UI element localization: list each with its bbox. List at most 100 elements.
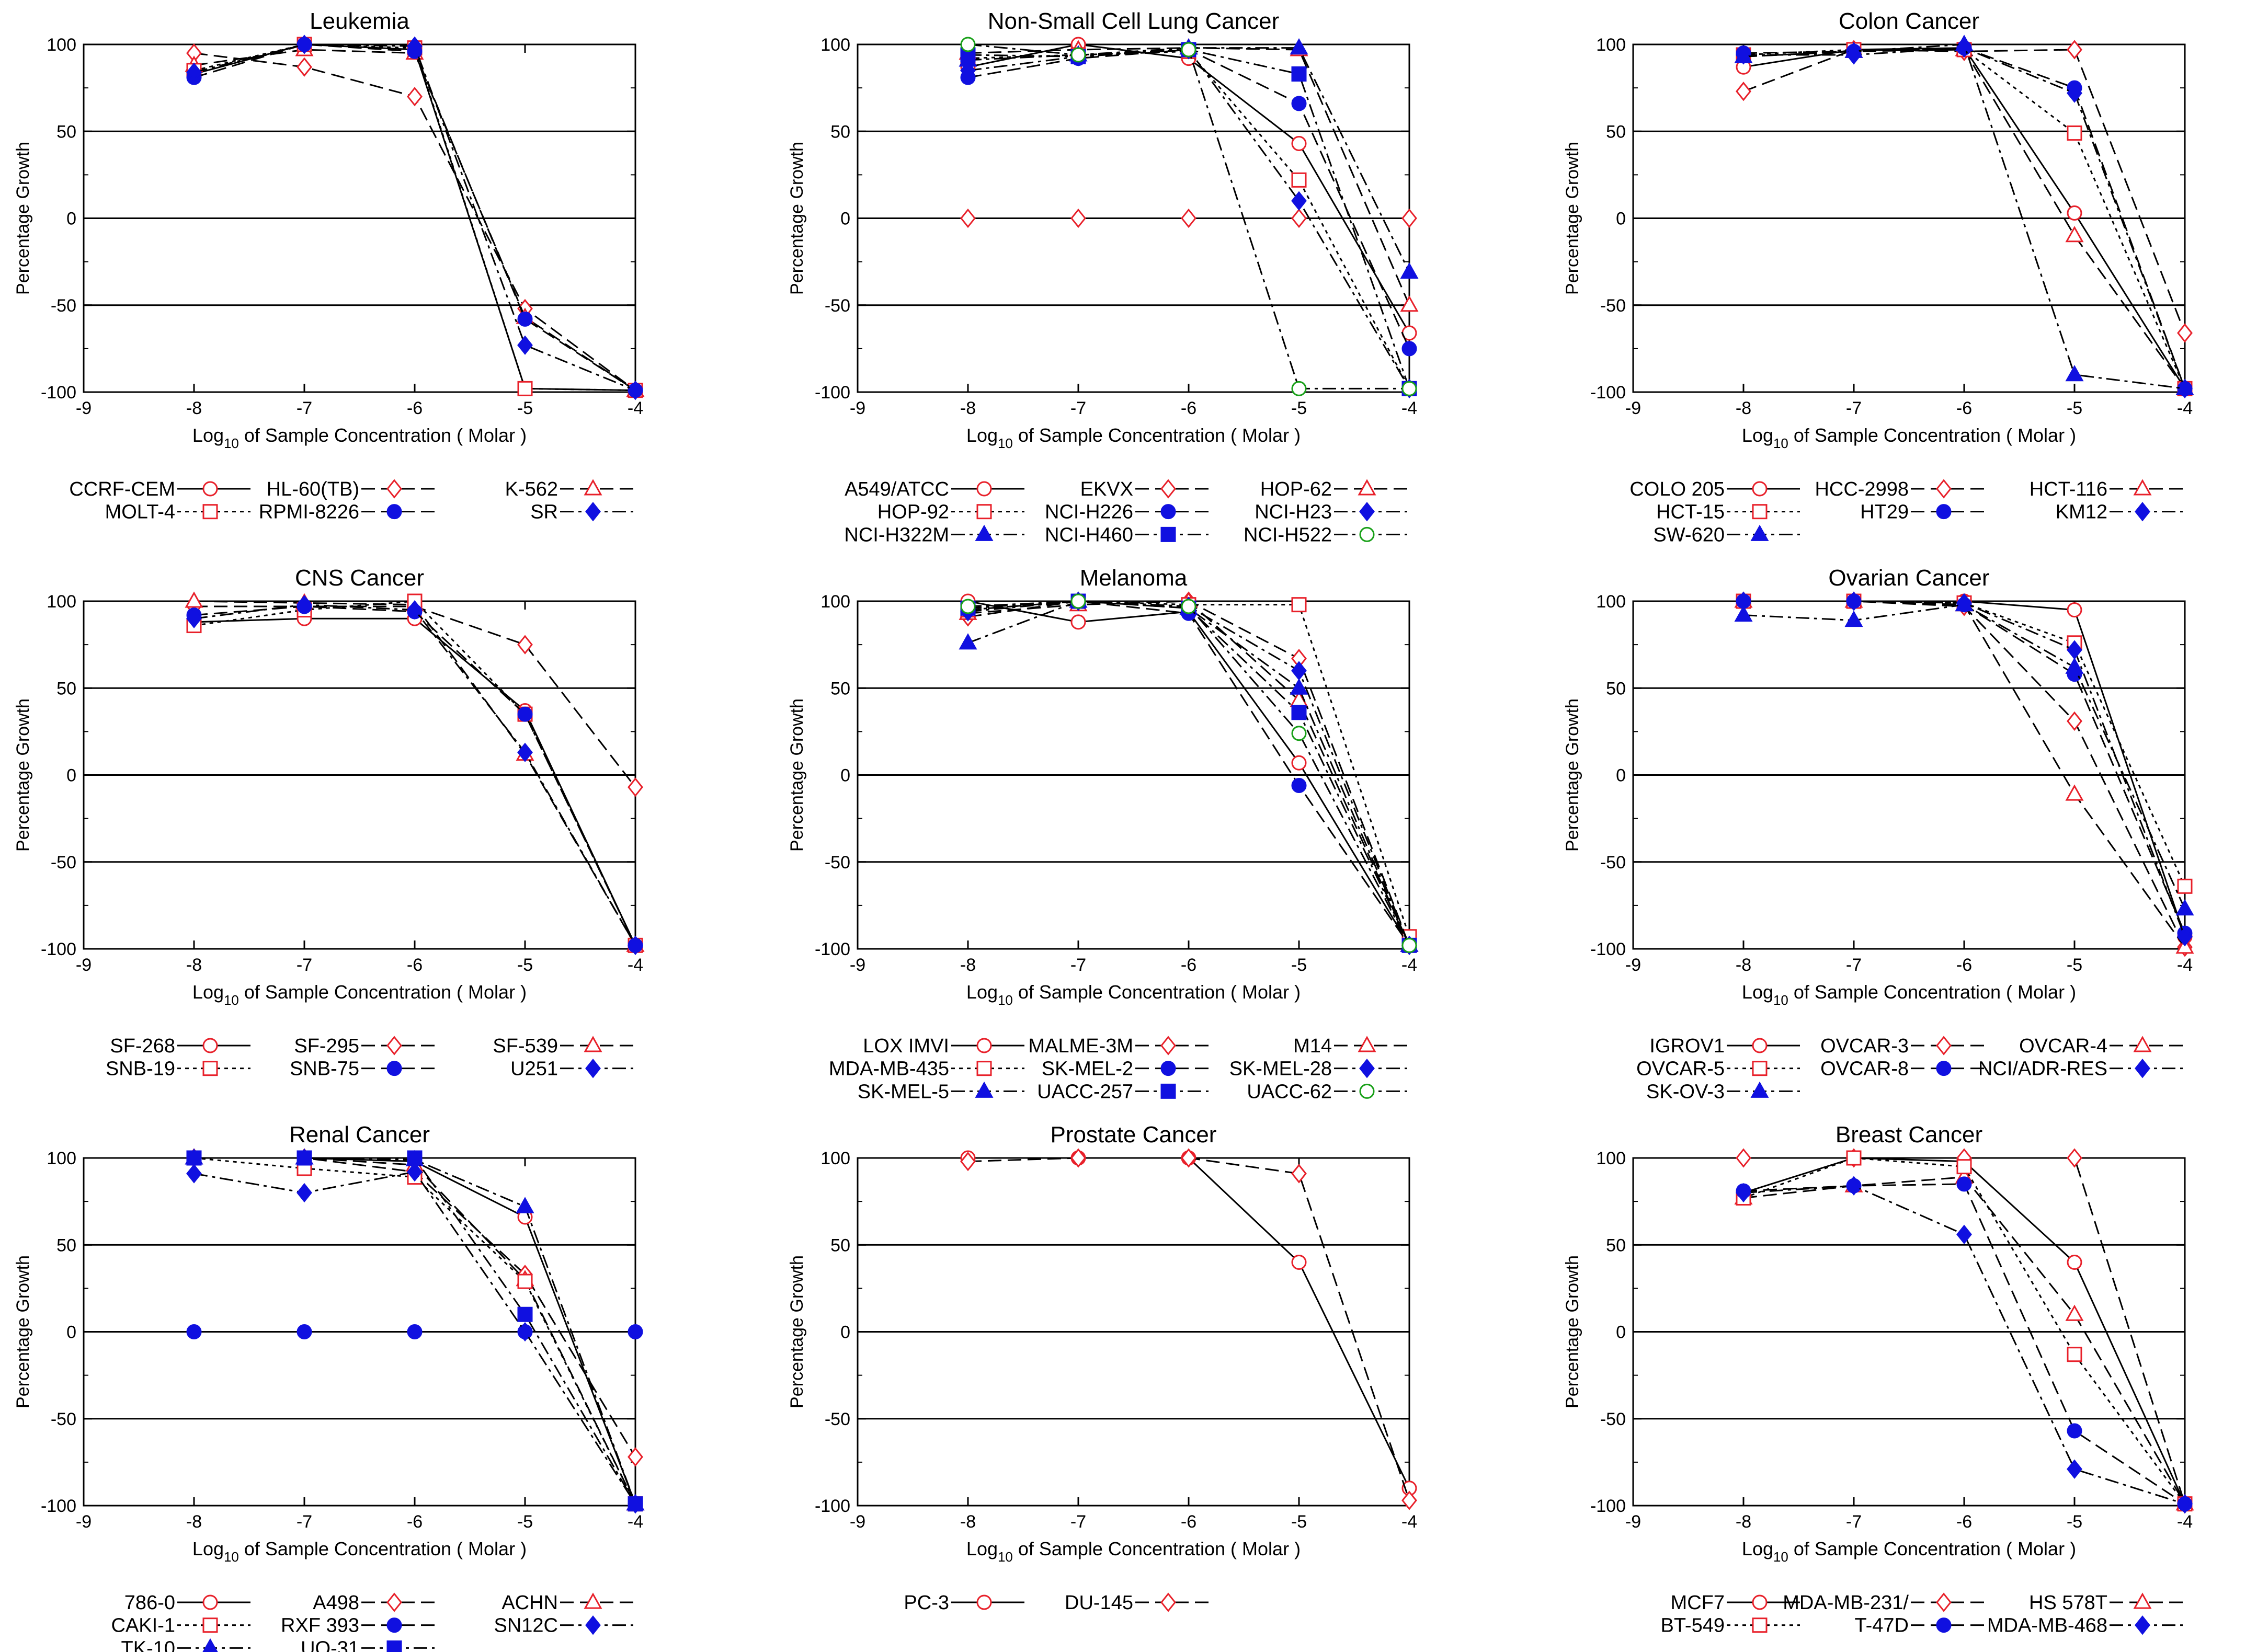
legend-marker bbox=[202, 1638, 218, 1652]
legend-marker bbox=[202, 1038, 218, 1053]
series-ovcar-5 bbox=[1736, 593, 2193, 894]
x-tick-label: -4 bbox=[1401, 955, 1417, 975]
y-tick-label: 50 bbox=[56, 122, 76, 142]
y-tick-label: 0 bbox=[1616, 209, 1626, 229]
legend-marker bbox=[1752, 481, 1768, 497]
legend-marker bbox=[2135, 1615, 2150, 1635]
legend-label: K-562 bbox=[505, 478, 558, 500]
data-point-uo-31 bbox=[628, 1496, 643, 1512]
y-tick-label: -100 bbox=[41, 1496, 76, 1516]
x-tick-label: -5 bbox=[1291, 955, 1307, 975]
y-axis-label: Percentage Growth bbox=[13, 698, 33, 852]
data-point-hcc-2998 bbox=[2177, 323, 2193, 343]
legend: PC-3 DU-145 bbox=[904, 1592, 1209, 1614]
data-point-sf-295 bbox=[517, 635, 533, 655]
legend-item-rpmi-8226: RPMI-8226 bbox=[259, 501, 435, 523]
chart-panel-non-small-cell-lung-cancer: Non-Small Cell Lung Cancer100500-50-100-… bbox=[787, 8, 1419, 546]
data-point-sw-620 bbox=[1955, 35, 1974, 51]
legend-label: NCI/ADR-RES bbox=[1978, 1058, 2107, 1080]
x-tick-label: -9 bbox=[76, 398, 92, 418]
legend-label: HL-60(TB) bbox=[267, 478, 359, 500]
legend-marker bbox=[386, 479, 402, 499]
series-du-145 bbox=[960, 1148, 1417, 1510]
chart-title: Colon Cancer bbox=[1839, 8, 1979, 34]
legend-label: HCT-15 bbox=[1656, 501, 1725, 523]
data-point-mda-mb-231 bbox=[2067, 1148, 2082, 1168]
legend-label: NCI-H460 bbox=[1045, 524, 1133, 546]
legend-label: A498 bbox=[313, 1592, 359, 1614]
legend-marker bbox=[2135, 502, 2150, 522]
data-point-snb-75 bbox=[517, 706, 533, 722]
series-line-ovcar-3 bbox=[1743, 600, 2186, 948]
series-line-a549-atcc bbox=[967, 43, 1410, 334]
x-tick-label: -7 bbox=[297, 1512, 312, 1532]
x-tick-label: -9 bbox=[76, 1512, 92, 1532]
x-tick-label: -8 bbox=[960, 1512, 976, 1532]
series-ekvx bbox=[960, 208, 1417, 228]
y-tick-label: -50 bbox=[51, 1409, 76, 1429]
series-uo-31 bbox=[186, 1150, 643, 1512]
legend-item-malme-3m: MALME-3M bbox=[1028, 1035, 1209, 1057]
series-malme-3m bbox=[960, 591, 1417, 956]
data-point-sr bbox=[628, 381, 643, 400]
y-tick-label: -100 bbox=[815, 939, 850, 959]
y-tick-label: 50 bbox=[830, 679, 850, 698]
data-point-du-145 bbox=[1291, 1164, 1307, 1184]
legend: MCF7 MDA-MB-231/HS 578T BT-549 T-47D MDA-MB-… bbox=[1660, 1592, 2183, 1637]
legend: 786-0 A498 ACHN CAKI-1 RXF 393 SN12C TK-10 UO-3… bbox=[111, 1592, 633, 1652]
y-tick-label: 0 bbox=[1616, 1323, 1626, 1343]
data-point-sr bbox=[517, 335, 533, 355]
series-line-ovcar-4 bbox=[1743, 600, 2186, 948]
series-sn12c bbox=[186, 1162, 643, 1514]
x-tick-label: -6 bbox=[1181, 955, 1196, 975]
data-point-sk-ov-3 bbox=[1734, 605, 1753, 622]
x-tick-label: -5 bbox=[2067, 398, 2082, 418]
x-tick-label: -9 bbox=[850, 398, 865, 418]
y-tick-label: 0 bbox=[840, 766, 850, 786]
x-tick-label: -6 bbox=[1181, 398, 1196, 418]
data-point-nci-h226 bbox=[1401, 341, 1417, 357]
data-point-sk-ov-3 bbox=[2175, 899, 2194, 916]
data-point-sn12c bbox=[297, 1183, 312, 1203]
y-tick-label: 0 bbox=[840, 1323, 850, 1343]
legend-item-uacc-62: UACC-62 bbox=[1247, 1081, 1407, 1103]
data-point-uacc-257 bbox=[1291, 705, 1307, 720]
legend-item-achn: ACHN bbox=[501, 1592, 633, 1614]
y-tick-label: 0 bbox=[840, 209, 850, 229]
series-line-mda-mb-468 bbox=[1743, 1185, 2185, 1505]
legend-item-k-562: K-562 bbox=[505, 478, 633, 500]
legend-marker bbox=[1359, 526, 1375, 542]
y-tick-label: -100 bbox=[1590, 383, 1626, 403]
y-tick-label: -100 bbox=[41, 939, 76, 959]
x-tick-label: -5 bbox=[2067, 955, 2082, 975]
data-point-sw-620 bbox=[1844, 41, 1863, 58]
data-point-t-47d bbox=[1956, 1176, 1972, 1192]
data-point-ekvx bbox=[1070, 208, 1086, 228]
data-point-du-145 bbox=[960, 1151, 976, 1172]
data-point-nci-h322m bbox=[1400, 262, 1419, 279]
data-point-sn12c bbox=[407, 1162, 423, 1182]
y-axis-label: Percentage Growth bbox=[1563, 698, 1582, 852]
series-line-du-145 bbox=[967, 1157, 1410, 1501]
series-sk-mel-5 bbox=[959, 591, 1419, 952]
chart-title: Prostate Cancer bbox=[1051, 1122, 1217, 1148]
legend-item-nci-h322m: NCI-H322M bbox=[844, 524, 1024, 546]
legend-item-km12: KM12 bbox=[2056, 501, 2183, 523]
legend-item-bt-549: BT-549 bbox=[1660, 1615, 1800, 1637]
legend-marker bbox=[1936, 479, 1952, 499]
series-lox-imvi bbox=[960, 593, 1417, 953]
legend-marker bbox=[202, 1594, 218, 1610]
legend-item-t-47d: T-47D bbox=[1855, 1615, 1984, 1637]
legend-item-caki-1: CAKI-1 bbox=[111, 1615, 250, 1637]
legend-label: SF-295 bbox=[294, 1035, 359, 1057]
legend-item-hs-578t: HS 578T bbox=[2029, 1592, 2183, 1614]
data-point-nci-h23 bbox=[1291, 191, 1307, 211]
y-tick-label: -100 bbox=[1590, 939, 1626, 959]
series-line-malme-3m bbox=[967, 600, 1410, 946]
legend-marker bbox=[1752, 1594, 1768, 1610]
y-tick-label: 50 bbox=[1606, 679, 1626, 698]
legend-marker bbox=[202, 1061, 218, 1076]
x-tick-label: -5 bbox=[517, 955, 533, 975]
series-line-sr bbox=[193, 43, 636, 392]
series-line-sk-ov-3 bbox=[1743, 604, 2186, 910]
